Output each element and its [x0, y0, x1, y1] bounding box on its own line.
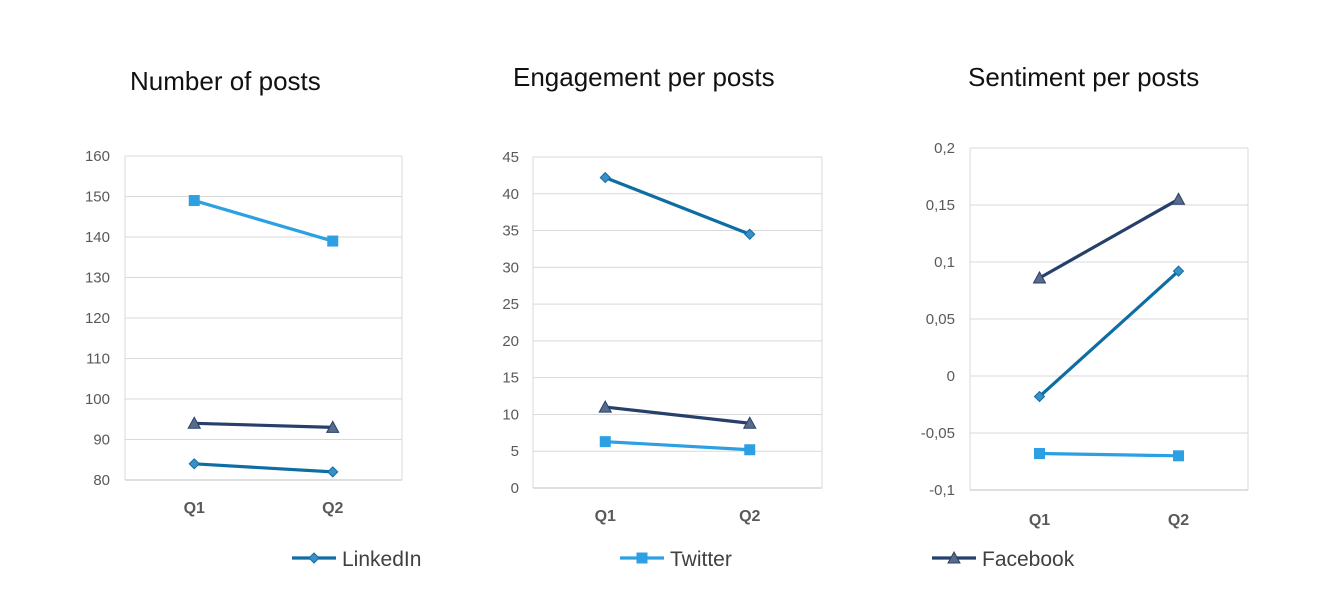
series-line — [192, 198, 335, 243]
data-point — [1173, 450, 1184, 462]
y-tick-label: -0,05 — [921, 425, 955, 442]
series-facebook — [187, 416, 340, 433]
data-point — [742, 416, 757, 429]
data-point — [188, 195, 200, 207]
y-tick-label: 30 — [502, 259, 519, 276]
data-point — [744, 228, 756, 240]
y-tick-label: 40 — [502, 186, 519, 203]
legend-marker — [308, 552, 320, 564]
chart-title: Number of posts — [130, 66, 321, 96]
x-tick-label: Q2 — [739, 508, 760, 525]
y-tick-label: 0,1 — [934, 254, 955, 271]
x-tick-label: Q1 — [184, 500, 205, 517]
legend-label: Facebook — [982, 548, 1075, 571]
series-facebook — [598, 400, 757, 429]
legend-marker — [636, 552, 648, 564]
data-point — [1034, 448, 1045, 460]
data-point — [744, 444, 756, 456]
y-tick-label: 80 — [93, 472, 110, 489]
data-point — [1033, 390, 1046, 403]
y-tick-label: -0,1 — [929, 482, 955, 499]
y-tick-label: 90 — [93, 432, 110, 449]
legend: LinkedIn Twitter Facebook — [292, 548, 1075, 571]
series-line — [1037, 197, 1181, 280]
series-line — [1037, 451, 1181, 458]
y-tick-label: 140 — [85, 229, 110, 246]
series-line — [603, 175, 752, 236]
y-tick-label: 150 — [85, 189, 110, 206]
y-tick-label: 110 — [86, 351, 110, 368]
data-point — [599, 436, 611, 448]
y-tick-label: 0,15 — [926, 197, 955, 214]
data-point — [325, 420, 340, 433]
y-tick-label: 45 — [502, 149, 519, 166]
legend-marker — [947, 550, 961, 564]
series-linkedin — [1033, 265, 1185, 403]
y-tick-label: 160 — [85, 148, 110, 165]
y-tick-label: 20 — [502, 333, 519, 350]
series-facebook — [1032, 192, 1186, 284]
chart-title: Sentiment per posts — [968, 62, 1199, 92]
y-tick-label: 0 — [947, 368, 955, 385]
x-tick-label: Q2 — [1168, 512, 1189, 529]
x-tick-label: Q2 — [322, 500, 343, 517]
chart-3: Sentiment per posts 0,2 0,15 0,1 0,05 0 -0,05 -… — [921, 62, 1249, 529]
y-tick-label: 15 — [502, 370, 519, 387]
chart-2: Engagement per posts 45 40 35 30 25 20 15 10 5 0 Q1… — [502, 62, 823, 525]
data-point — [187, 416, 202, 429]
series-line — [192, 421, 335, 429]
y-tick-label: 0 — [511, 480, 519, 497]
legend-item-linkedin: LinkedIn — [292, 548, 421, 571]
legend-item-facebook: Facebook — [932, 548, 1075, 571]
x-tick-label: Q1 — [595, 508, 616, 525]
series-twitter — [188, 195, 339, 247]
series-twitter — [1034, 448, 1184, 462]
y-tick-label: 5 — [511, 443, 519, 460]
data-point — [327, 235, 339, 247]
y-tick-label: 120 — [85, 310, 110, 327]
y-tick-label: 10 — [502, 406, 519, 423]
y-tick-label: 35 — [502, 223, 519, 240]
chart-title: Engagement per posts — [513, 62, 775, 92]
series-twitter — [599, 436, 756, 456]
data-point — [327, 466, 339, 478]
y-tick-label: 0,2 — [934, 140, 955, 157]
legend-label: LinkedIn — [342, 548, 421, 571]
y-tick-label: 0,05 — [926, 311, 955, 328]
chart-1: Number of posts 160 150 140 130 120 110 100 90 80… — [85, 66, 403, 517]
y-tick-label: 25 — [502, 296, 519, 313]
series-line — [603, 440, 752, 452]
legend-label: Twitter — [670, 548, 732, 571]
legend-item-twitter: Twitter — [620, 548, 732, 571]
y-tick-label: 100 — [85, 391, 110, 408]
data-point — [598, 400, 613, 413]
series-line — [192, 462, 335, 474]
data-point — [1032, 270, 1047, 284]
data-point — [1172, 265, 1185, 277]
series-linkedin — [188, 458, 339, 478]
x-tick-label: Q1 — [1029, 512, 1050, 529]
series-line — [1037, 269, 1181, 399]
data-point — [1171, 192, 1186, 205]
series-line — [603, 405, 752, 425]
data-point — [188, 458, 200, 470]
series-linkedin — [599, 171, 756, 240]
data-point — [599, 171, 611, 184]
y-tick-label: 130 — [85, 270, 110, 287]
